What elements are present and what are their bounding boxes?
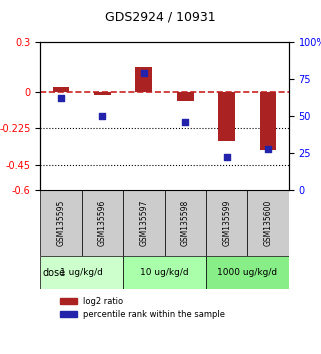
Text: GSM135599: GSM135599 (222, 200, 231, 246)
Bar (135, 67, 152, 92)
Text: 1000 ug/kg/d: 1000 ug/kg/d (217, 268, 277, 277)
Text: GSM135596: GSM135596 (98, 200, 107, 246)
Legend: log2 ratio, percentile rank within the sample: log2 ratio, percentile rank within the s… (57, 293, 229, 322)
FancyBboxPatch shape (40, 190, 82, 256)
Bar (94, 92, 111, 95)
Point (100, 113, 105, 119)
FancyBboxPatch shape (206, 190, 247, 256)
Text: 10 ug/kg/d: 10 ug/kg/d (140, 268, 189, 277)
FancyBboxPatch shape (82, 190, 123, 256)
Text: GSM135600: GSM135600 (264, 200, 273, 246)
Point (58, 96, 64, 101)
Text: GDS2924 / 10931: GDS2924 / 10931 (105, 11, 216, 24)
FancyBboxPatch shape (247, 190, 289, 256)
Text: dose: dose (42, 268, 65, 278)
FancyBboxPatch shape (123, 256, 206, 289)
Text: GSM135598: GSM135598 (181, 200, 190, 246)
FancyBboxPatch shape (165, 190, 206, 256)
Text: 1 ug/kg/d: 1 ug/kg/d (60, 268, 103, 277)
Point (265, 146, 271, 152)
Point (183, 119, 188, 125)
Bar (218, 92, 235, 141)
Point (224, 155, 229, 160)
Text: GSM135597: GSM135597 (139, 200, 148, 246)
FancyBboxPatch shape (123, 190, 165, 256)
Bar (260, 92, 276, 150)
Bar (53, 87, 69, 92)
Point (141, 70, 146, 76)
FancyBboxPatch shape (206, 256, 289, 289)
FancyBboxPatch shape (40, 256, 123, 289)
Text: GSM135595: GSM135595 (56, 200, 65, 246)
Bar (177, 92, 194, 101)
